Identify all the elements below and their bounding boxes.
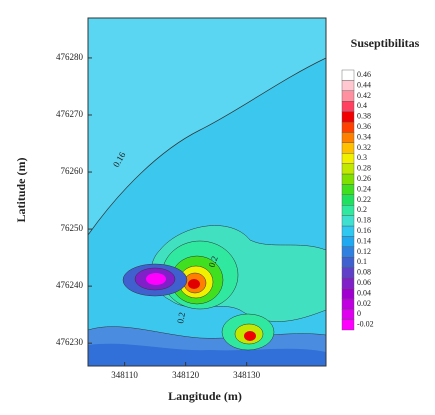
contour-field [87, 17, 327, 367]
colorbar-swatch [341, 225, 355, 237]
colorbar-swatch [341, 267, 355, 279]
y-axis-label: Latitude (m) [14, 158, 28, 223]
colorbar-tick-label: 0.28 [357, 164, 371, 173]
colorbar-tick-label: 0.24 [357, 184, 371, 193]
y-tick-label: 76250 [61, 223, 84, 233]
colorbar-tick-label: 0.36 [357, 122, 371, 131]
x-tick-label: 348120 [172, 370, 200, 380]
colorbar-tick-label: 0.14 [357, 236, 371, 245]
colorbar-swatch [341, 236, 355, 247]
colorbar-swatch [341, 69, 355, 81]
colorbar-swatch [341, 204, 355, 216]
x-tick-label: 348130 [233, 370, 261, 380]
colorbar-swatch [341, 90, 355, 102]
colorbar-tick-label: -0.02 [357, 320, 374, 329]
colorbar-tick-label: 0.32 [357, 143, 371, 152]
colorbar-swatch [341, 173, 355, 185]
colorbar-swatch [341, 142, 355, 154]
y-tick-label: 476230 [56, 337, 84, 347]
x-axis-label: Langitude (m) [168, 389, 242, 403]
colorbar-tick-label: 0.08 [357, 268, 371, 277]
colorbar-swatch [341, 184, 355, 195]
colorbar-swatch [341, 246, 355, 258]
colorbar-swatch [341, 111, 355, 123]
colorbar-tick-label: 0.22 [357, 195, 371, 204]
colorbar-swatch [341, 298, 355, 310]
colorbar-swatch [341, 319, 355, 331]
colorbar-swatch [341, 132, 355, 143]
colorbar-tick-label: 0.12 [357, 247, 371, 256]
colorbar-tick-label: 0.46 [357, 70, 371, 79]
colorbar-swatch [341, 277, 355, 289]
colorbar-swatch [341, 152, 355, 164]
colorbar-tick-label: 0.18 [357, 216, 371, 225]
y-tick-label: 76260 [61, 166, 84, 176]
colorbar-tick-label: 0.34 [357, 132, 371, 141]
colorbar-swatch [341, 257, 355, 268]
colorbar-swatch [341, 194, 355, 206]
colorbar-title: Suseptibilitas [351, 36, 420, 50]
contour-label: 0.2 [175, 311, 187, 324]
colorbar-tick-label: 0.44 [357, 80, 371, 89]
colorbar-tick-label: 0.38 [357, 112, 371, 121]
colorbar-swatch [341, 80, 355, 92]
colorbar-tick-label: 0 [357, 309, 361, 318]
colorbar-swatch [341, 121, 355, 133]
y-tick-label: 476280 [56, 52, 84, 62]
colorbar-swatch [341, 215, 355, 227]
x-tick-label: 348110 [111, 370, 138, 380]
colorbar-tick-label: 0.3 [357, 153, 367, 162]
colorbar-tick-label: 0.42 [357, 91, 371, 100]
colorbar-swatch [341, 100, 355, 112]
colorbar-swatch [341, 288, 355, 299]
colorbar-tick-label: 0.02 [357, 299, 371, 308]
colorbar-tick-label: 0.16 [357, 226, 371, 235]
colorbar-tick-label: 0.06 [357, 278, 371, 287]
colorbar-tick-label: 0.26 [357, 174, 371, 183]
colorbar-tick-label: 0.04 [357, 288, 371, 297]
colorbar-tick-label: 0.1 [357, 257, 367, 266]
colorbar-swatch [341, 163, 355, 175]
y-tick-label: 476240 [56, 280, 84, 290]
colorbar-swatch [341, 309, 355, 320]
colorbar-tick-label: 0.2 [357, 205, 367, 214]
contour-label: 0.2 [206, 255, 219, 269]
colorbar-tick-label: 0.4 [357, 101, 367, 110]
y-tick-label: 476270 [56, 109, 84, 119]
